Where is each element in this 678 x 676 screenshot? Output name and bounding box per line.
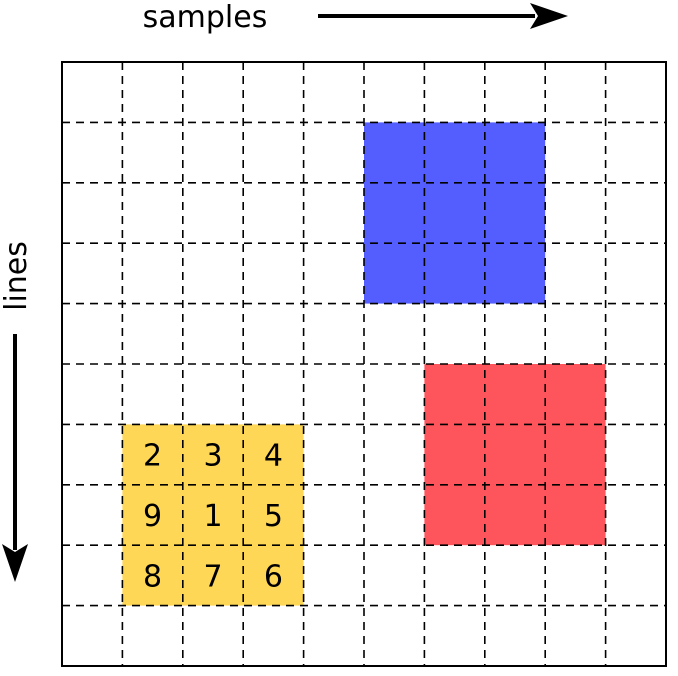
neighbor-number: 8 — [143, 559, 162, 594]
neighbor-number: 4 — [264, 439, 283, 474]
neighbor-number: 3 — [203, 439, 222, 474]
regions — [122, 122, 606, 606]
neighbor-number: 1 — [203, 499, 222, 534]
yellow-block — [122, 424, 304, 606]
y-axis-label: lines — [0, 241, 34, 311]
neighbor-number: 9 — [143, 499, 162, 534]
blue-block — [364, 122, 546, 304]
x-axis-label: samples — [143, 0, 268, 35]
neighbor-numbers: 2 3 4 9 1 5 8 7 6 — [143, 439, 283, 595]
neighbor-number: 5 — [264, 499, 283, 534]
x-axis-arrow — [318, 3, 568, 29]
red-block — [424, 364, 606, 546]
neighbor-number: 7 — [203, 559, 222, 594]
neighbor-number: 6 — [264, 559, 283, 594]
grid-frame — [61, 61, 667, 667]
neighbor-number: 2 — [143, 439, 162, 474]
grid — [62, 62, 666, 666]
y-axis-arrow — [2, 334, 28, 582]
